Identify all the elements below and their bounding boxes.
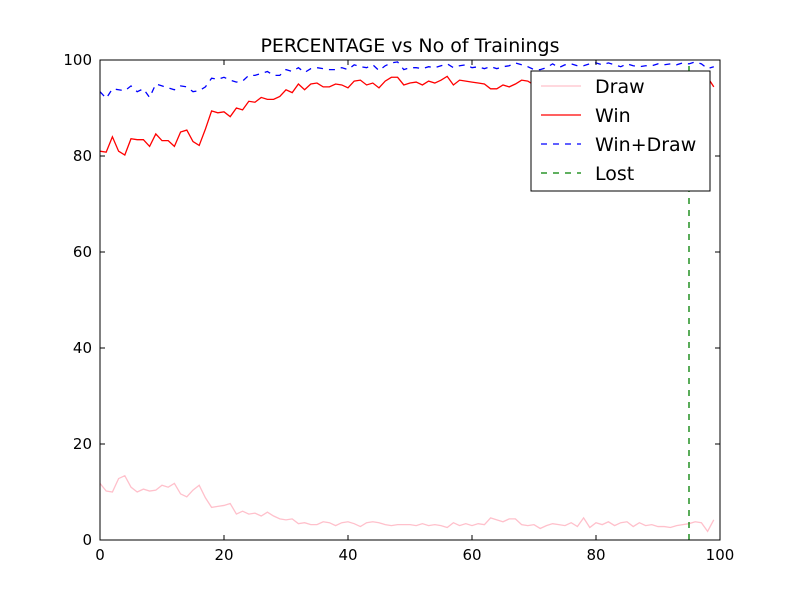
legend-label: Draw [595, 76, 645, 98]
series-line-draw [100, 474, 715, 533]
y-tick-label: 40 [73, 339, 92, 357]
chart-title: PERCENTAGE vs No of Trainings [260, 35, 559, 57]
legend-label: Win+Draw [595, 134, 696, 156]
x-tick-label: 60 [462, 546, 481, 564]
legend: Draw Win Win+Draw Lost [530, 70, 711, 192]
y-axis: 0 20 40 60 80 100 [63, 51, 720, 549]
y-tick-label: 60 [73, 243, 92, 261]
legend-label: Win [595, 105, 631, 127]
y-tick-label: 0 [82, 531, 92, 549]
x-tick-label: 20 [214, 546, 233, 564]
x-tick-label: 40 [338, 546, 357, 564]
legend-box [530, 70, 711, 192]
plot-frame [99, 59, 721, 541]
legend-label: Lost [595, 163, 634, 185]
y-tick-label: 20 [73, 435, 92, 453]
y-tick-label: 100 [63, 51, 92, 69]
x-tick-label: 0 [95, 546, 105, 564]
series-line-win-draw [100, 61, 714, 100]
x-tick-label: 80 [586, 546, 605, 564]
x-tick-label: 100 [706, 546, 735, 564]
x-axis: 0 20 40 60 80 100 [95, 60, 734, 564]
y-tick-label: 80 [73, 147, 92, 165]
